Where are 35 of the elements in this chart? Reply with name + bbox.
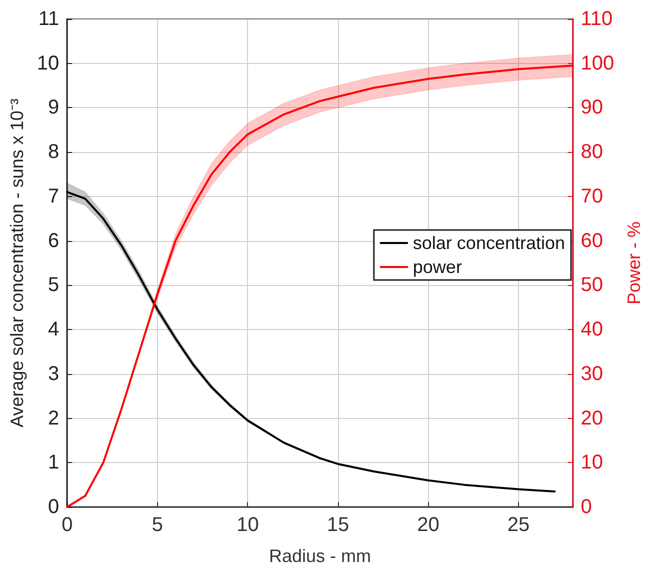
y2-axis-title: Power - % xyxy=(624,221,644,305)
x-tick-label: 25 xyxy=(507,514,530,536)
x-tick-label: 10 xyxy=(236,514,259,536)
y-tick-label: 4 xyxy=(48,318,60,341)
legend-label: solar concentration xyxy=(412,233,566,253)
y2-tick-label: 20 xyxy=(580,407,603,430)
y2-tick-label: 90 xyxy=(580,96,603,119)
y2-tick-label: 70 xyxy=(580,185,603,208)
x-tick-label: 20 xyxy=(417,514,440,536)
y2-tick-label: 30 xyxy=(580,362,603,385)
y-tick-label: 10 xyxy=(36,52,60,74)
x-tick-label: 5 xyxy=(152,514,163,536)
legend-label: power xyxy=(412,257,462,277)
y-tick-label: 7 xyxy=(48,185,60,208)
y2-tick-label: 0 xyxy=(580,496,592,518)
y-tick-label: 1 xyxy=(48,452,60,474)
y2-tick-label: 60 xyxy=(580,230,603,252)
y2-tick-label: 100 xyxy=(580,52,614,74)
y2-tick-label: 40 xyxy=(580,318,603,341)
y-tick-label: 6 xyxy=(48,230,60,252)
x-tick-label: 0 xyxy=(62,514,73,536)
y-tick-label: 9 xyxy=(48,96,60,119)
y-tick-label: 5 xyxy=(48,274,60,296)
y-tick-label: 2 xyxy=(48,407,60,430)
y-tick-label: 3 xyxy=(48,362,60,385)
y2-tick-label: 10 xyxy=(580,452,603,474)
x-tick-label: 15 xyxy=(326,514,350,536)
y-tick-label: 8 xyxy=(48,141,60,164)
x-axis-title: Radius - mm xyxy=(268,546,371,566)
y-axis-title: Average solar concentration - suns x 10⁻³ xyxy=(7,98,27,428)
y2-tick-label: 80 xyxy=(580,141,603,164)
y2-tick-label: 110 xyxy=(580,8,613,30)
y-tick-label: 11 xyxy=(38,8,60,30)
y2-tick-label: 50 xyxy=(580,274,603,296)
y-tick-label: 0 xyxy=(48,496,60,518)
